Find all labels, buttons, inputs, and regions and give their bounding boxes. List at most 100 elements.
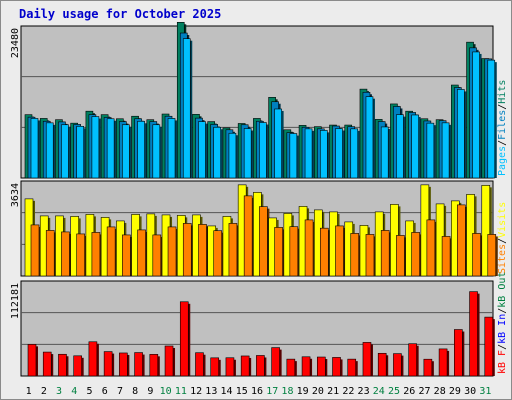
bar-kb-f [301,356,311,377]
x-tick-label: 1 [26,386,32,397]
legend-entry-hits: Hits [497,80,508,104]
bar-pages [441,122,450,179]
bar-sites [487,234,497,277]
bar-sites [182,223,192,277]
bar-kb-f [164,345,174,377]
bar-pages [457,89,465,179]
bar-pages [137,120,145,179]
x-tick-label: 9 [147,386,153,397]
x-tick-label: 5 [87,386,93,397]
bar-sites [243,195,253,277]
bar-kb-f [377,352,387,377]
bar-kb-f [58,353,67,377]
legend: kB F/kB In/kB Out [497,272,508,374]
legend-entry-kb-out: kB Out [497,272,508,308]
bar-kb-f [438,348,448,377]
bar-pages [304,128,313,179]
bar-pages [152,124,161,179]
x-tick-label: 28 [434,386,446,397]
bar-pages [426,122,435,179]
bar-sites [304,219,314,277]
x-tick-label: 23 [358,386,370,397]
bar-sites [152,234,162,277]
x-tick-label: 27 [418,386,430,397]
chart-title: Daily usage for October 2025 [19,7,222,21]
bar-pages [335,128,343,179]
legend-separator: / [497,344,508,350]
legend-entry-kb-f: kB F [497,350,508,374]
bar-sites [426,219,436,277]
bar-sites [198,224,207,277]
bar-sites [91,232,101,277]
bar-pages [319,130,328,179]
bar-pages [30,118,39,179]
bar-pages [243,128,252,179]
bar-visits [481,185,491,277]
bar-kb-f [179,301,189,377]
x-tick-label: 26 [403,386,415,397]
x-tick-label: 25 [388,386,400,397]
x-tick-label: 3 [56,386,62,397]
legend-entry-pages: Pages [497,146,508,176]
bar-kb-f [225,357,235,377]
bar-kb-f [256,355,265,377]
bar-sites [411,232,420,277]
bar-sites [106,226,116,277]
legend: Pages/Files/Hits [497,80,508,176]
bar-sites [228,223,238,277]
legend-separator: / [497,140,508,146]
bar-sites [259,206,268,277]
legend: Sites/Visits [497,202,508,274]
bar-kb-f [316,356,326,377]
bar-pages [61,124,69,179]
bar-sites [274,227,283,277]
x-tick-label: 29 [449,386,461,397]
bar-sites [457,204,466,277]
bar-sites [137,229,146,277]
scale-max-label: 23480 [10,28,21,58]
bar-pages [122,124,130,179]
chart-panel-visits-sites: 3634 Sites/Visits [10,180,508,277]
bar-pages [76,126,84,179]
x-tick-label: 10 [160,386,172,397]
x-tick-label: 16 [251,386,263,397]
x-tick-label: 18 [281,386,293,397]
bar-kb-f [42,351,52,377]
bar-pages [213,126,222,179]
bar-kb-f [195,352,204,377]
bar-pages [380,126,389,179]
bar-kb-f [149,354,159,377]
bar-sites [319,227,329,277]
x-tick-label: 13 [205,386,217,397]
bar-kb-f [119,352,128,377]
x-tick-label: 31 [479,386,491,397]
bar-pages [259,122,267,179]
bar-kb-f [73,355,82,377]
bar-sites [45,230,55,277]
bar-pages [274,108,282,179]
bar-sites [350,233,360,277]
legend-separator: / [497,238,508,244]
x-tick-label: 4 [71,386,77,397]
bar-sites [76,233,85,277]
x-tick-label: 12 [190,386,202,397]
bar-kb-f [332,357,341,377]
bar-kb-f [469,291,478,377]
x-tick-label: 7 [117,386,123,397]
bar-kb-f [347,358,357,377]
bar-pages [198,121,206,179]
bar-kb-f [408,343,417,377]
x-tick-label: 21 [327,386,339,397]
x-tick-label: 6 [102,386,108,397]
bar-pages [182,38,191,179]
x-tick-label: 8 [132,386,138,397]
bar-kb-f [210,357,220,377]
x-tick-label: 17 [266,386,278,397]
x-tick-label: 24 [373,386,385,397]
bar-sites [289,226,299,277]
bar-pages [106,118,115,179]
bar-kb-f [134,352,143,377]
